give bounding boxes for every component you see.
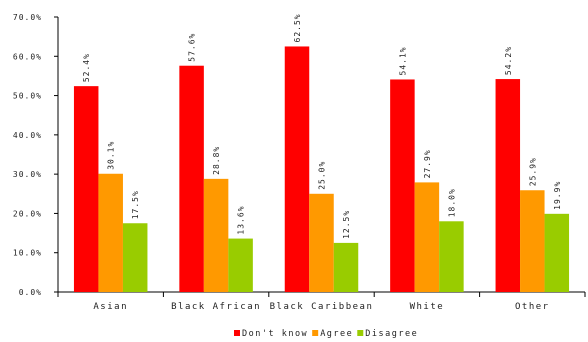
bar (179, 65, 204, 292)
y-tick-label: 60.0% (13, 52, 42, 61)
bar (495, 79, 521, 292)
y-tick-label: 20.0% (13, 209, 42, 218)
data-label: 25.9% (528, 157, 537, 186)
bar (203, 178, 229, 292)
legend-label: Disagree (365, 329, 418, 339)
legend-swatch (312, 330, 319, 336)
bar (520, 190, 545, 292)
category-label: Other (515, 302, 550, 312)
data-label: 57.6% (188, 33, 197, 62)
x-axis: Asian Black African Black Caribbean White Ot… (57, 291, 586, 312)
bar (414, 182, 440, 292)
y-tick-label: 50.0% (13, 92, 42, 101)
data-label: 52.4% (82, 53, 91, 82)
bar (228, 238, 253, 292)
data-label: 30.1% (107, 141, 116, 170)
bar (309, 193, 334, 292)
bar (544, 213, 570, 292)
bar (439, 221, 464, 292)
bar (122, 223, 148, 292)
data-label: 12.5% (342, 210, 351, 239)
bar (390, 79, 415, 292)
bar (98, 173, 123, 292)
category-label: Black Caribbean (270, 302, 374, 312)
category-label: White (410, 302, 445, 312)
y-tick-label: 70.0% (13, 13, 42, 22)
legend-swatch (234, 330, 240, 336)
data-label: 28.8% (212, 146, 221, 175)
category-label: Black African (171, 302, 261, 312)
bar (284, 46, 310, 292)
y-tick-label: 0.0% (19, 288, 42, 297)
data-label: 25.0% (318, 161, 327, 190)
data-label: 54.1% (398, 46, 407, 75)
bars (73, 46, 570, 293)
data-label: 54.2% (504, 46, 513, 75)
data-label: 13.6% (237, 205, 246, 234)
data-label: 62.5% (293, 13, 302, 42)
y-tick-label: 10.0% (13, 249, 42, 258)
y-tick-label: 30.0% (13, 170, 42, 179)
y-tick-label: 40.0% (13, 131, 42, 140)
data-label: 17.5% (131, 190, 140, 219)
legend-label: Agree (320, 329, 353, 339)
legend: Don't know Agree Disagree (234, 329, 418, 339)
data-labels: 52.4% 30.1% 17.5% 57.6% 28.8% 13.6% 62.5% 25.0%… (82, 13, 562, 239)
legend-swatch (357, 330, 364, 336)
data-label: 18.0% (447, 188, 456, 217)
bar (333, 242, 359, 292)
y-axis: 0.0% 10.0% 20.0% 30.0% 40.0% 50.0% 60.0% 70.0% (13, 13, 59, 297)
legend-label: Don't know (242, 329, 308, 339)
bar (73, 86, 99, 293)
data-label: 27.9% (423, 149, 432, 178)
category-label: Asian (93, 302, 128, 312)
data-label: 19.9% (553, 181, 562, 210)
